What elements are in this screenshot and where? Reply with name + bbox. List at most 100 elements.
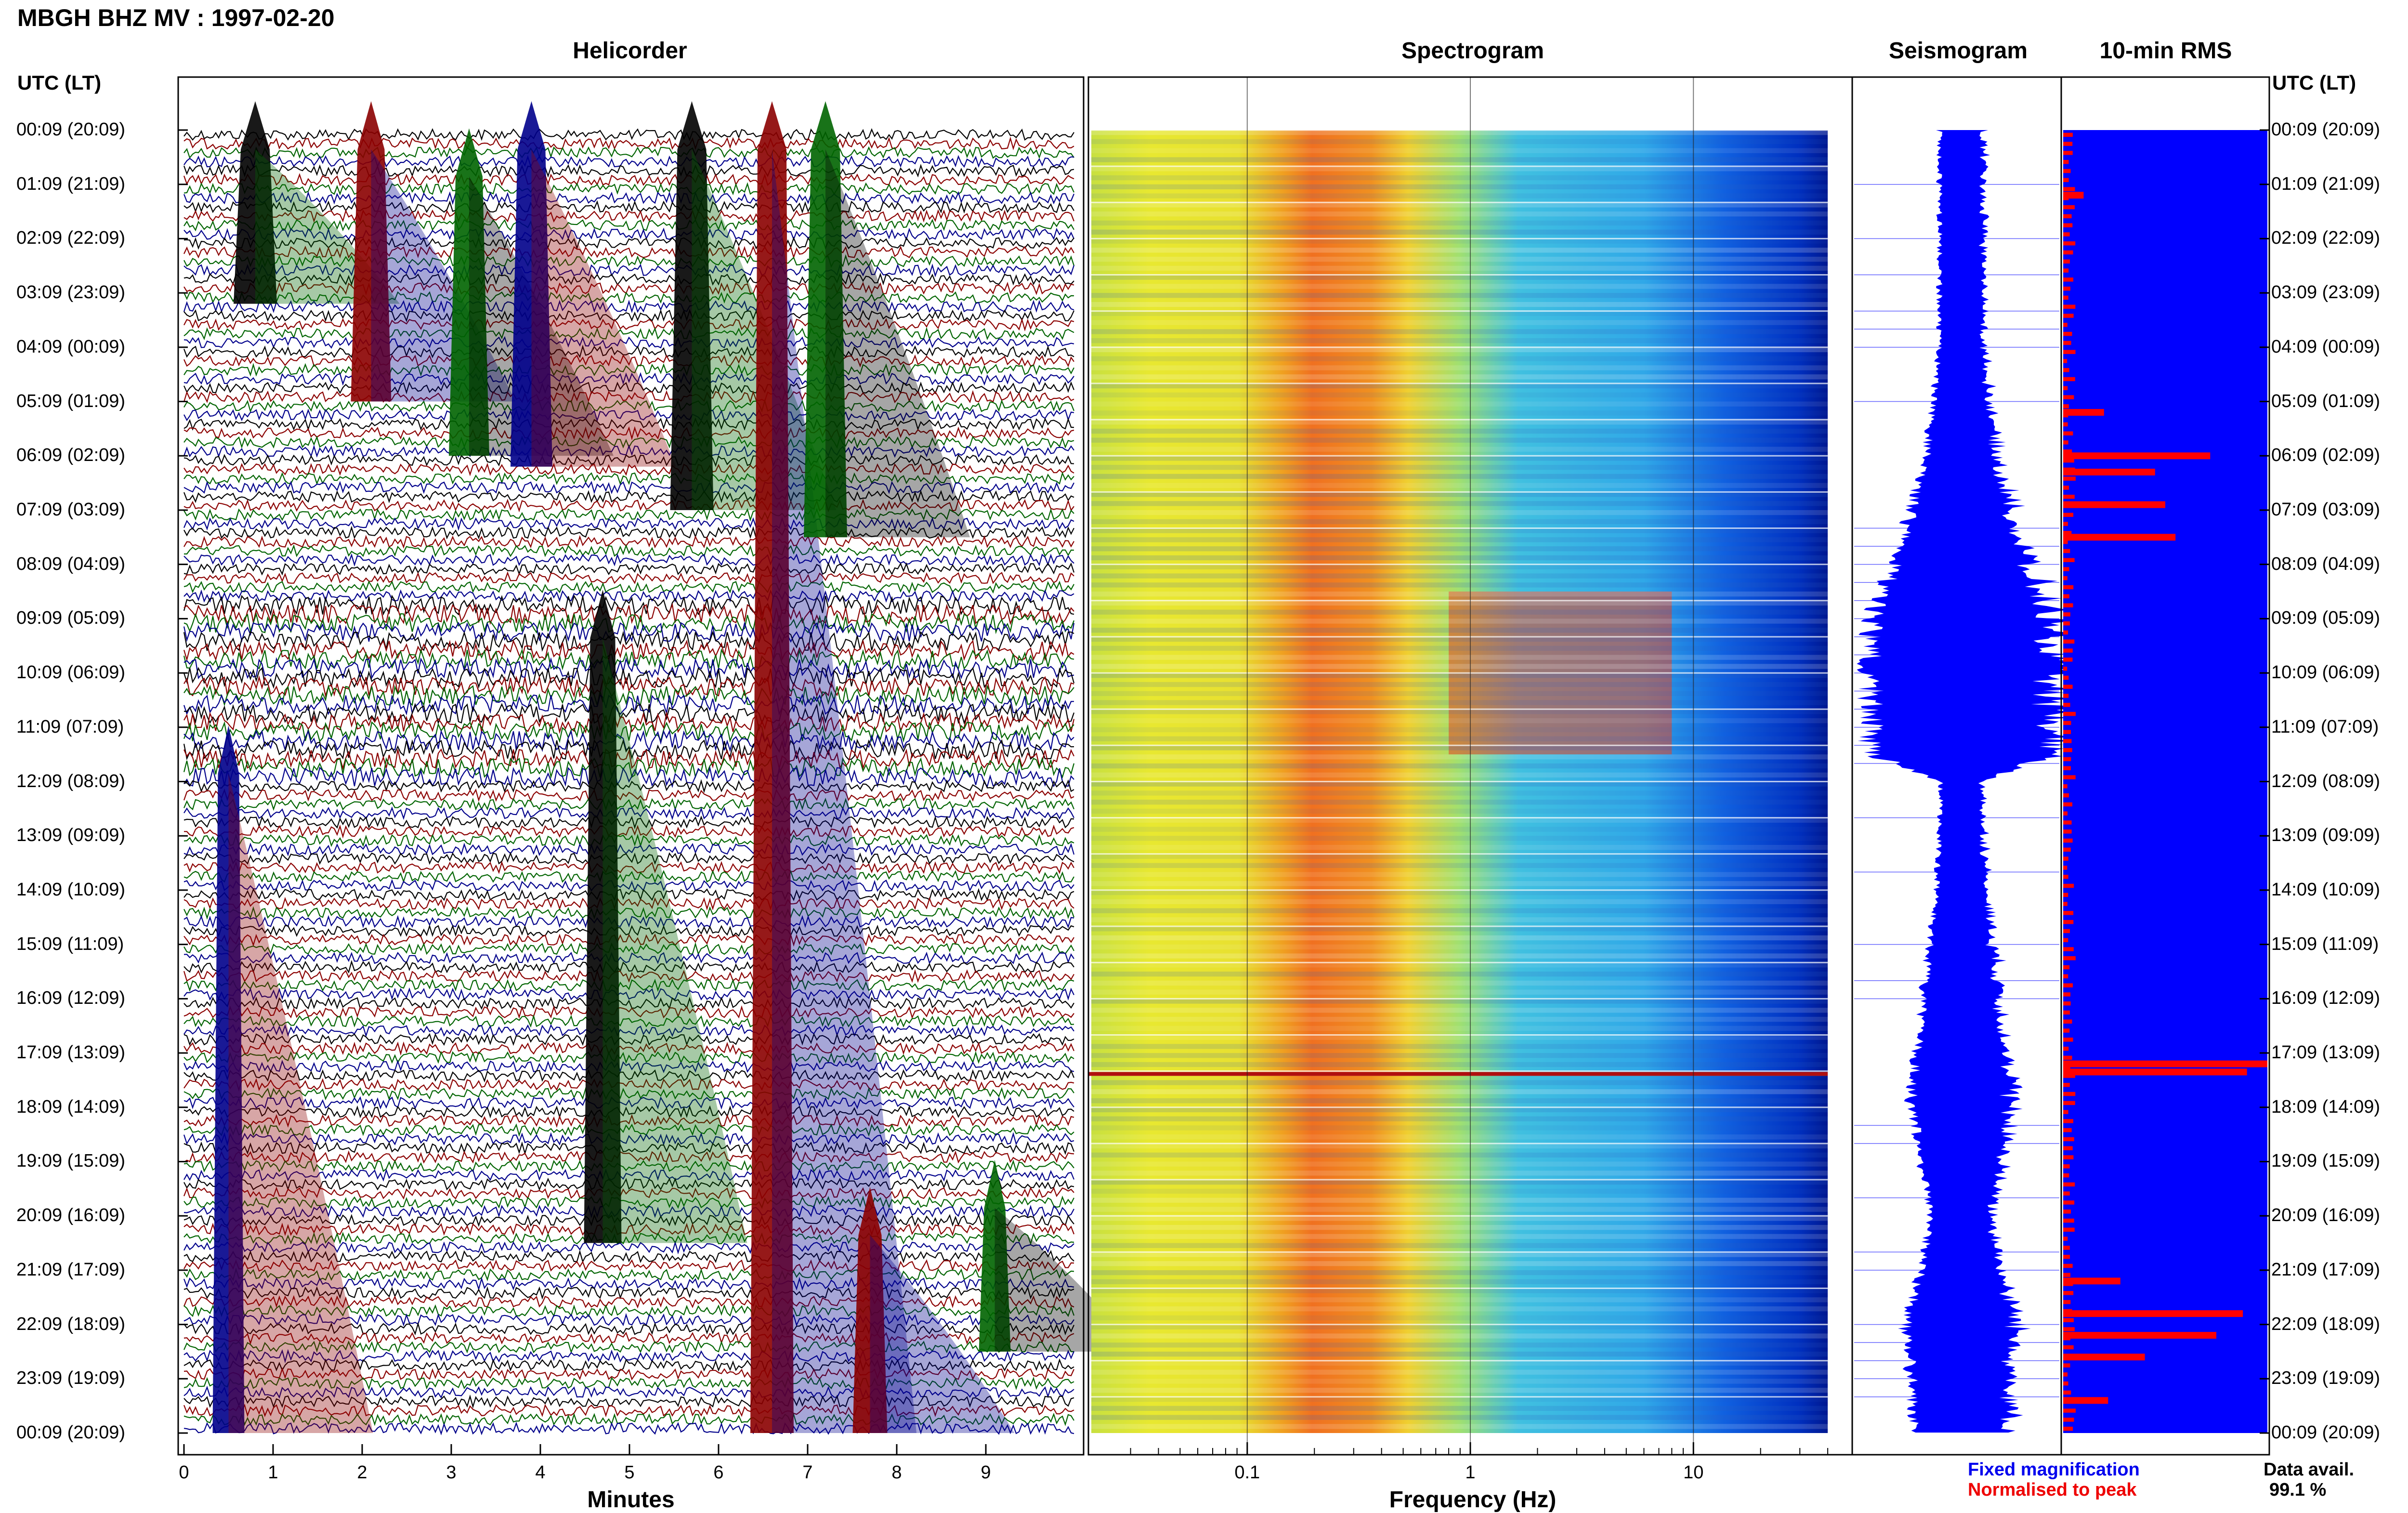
time-label-left: 10:09 (06:09) (16, 662, 126, 683)
helicorder-trace (183, 1032, 1074, 1046)
helicorder-trace (183, 969, 1074, 984)
rms-normalised-bar (2063, 1083, 2070, 1087)
spectrogram-row (1091, 492, 1828, 497)
spectrogram-row (1091, 483, 1828, 488)
rms-normalised-bar (2063, 331, 2072, 336)
helicorder-trace (183, 300, 1074, 314)
helicorder-trace (183, 309, 1074, 322)
spectrogram-row (1091, 890, 1828, 895)
spectrogram-row (1091, 808, 1828, 814)
rms-normalised-bar (2063, 603, 2073, 607)
time-label-right: 14:09 (10:09) (2271, 879, 2381, 900)
spectrogram-row (1091, 1306, 1828, 1312)
helicorder-x-tick-label: 4 (535, 1462, 546, 1483)
helicorder-trace (183, 816, 1074, 829)
rms-normalised-bar (2063, 295, 2068, 300)
rms-normalised-bar (2063, 304, 2076, 309)
helicorder-event (670, 101, 714, 510)
time-label-right: 08:09 (04:09) (2271, 553, 2381, 574)
rms-normalised-bar (2063, 1237, 2068, 1241)
helicorder-trace (183, 489, 1074, 503)
time-label-left: 21:09 (17:09) (16, 1259, 126, 1280)
rms-normalised-bar (2063, 422, 2068, 427)
spectrogram-row (1091, 800, 1828, 805)
helicorder-trace (183, 471, 1074, 486)
spectrogram-row (1091, 130, 1828, 135)
rms-normalised-bar (2063, 703, 2070, 707)
rms-normalised-bar (2063, 811, 2068, 816)
helicorder-trace (183, 1024, 1074, 1038)
helicorder-trace (183, 1377, 1074, 1390)
helicorder-trace (183, 1105, 1074, 1119)
rms-normalised-bar (2063, 386, 2068, 391)
time-label-left: 23:09 (19:09) (16, 1368, 126, 1389)
helicorder-trace (183, 426, 1074, 441)
helicorder-trace (183, 408, 1074, 422)
spectrogram-row (1091, 1415, 1828, 1420)
helicorder-x-tick-label: 2 (357, 1462, 367, 1483)
spectrogram-row (1091, 944, 1828, 949)
rms-normalised-bar (2063, 549, 2070, 553)
rms-normalised-bar (2063, 802, 2072, 807)
rms-normalised-bar (2063, 594, 2069, 599)
time-label-right: 22:09 (18:09) (2271, 1314, 2381, 1334)
spectrogram-row (1091, 1107, 1828, 1113)
rms-normalised-bar (2063, 938, 2068, 942)
helicorder-trace (183, 1385, 1074, 1399)
helicorder-trace (183, 631, 1074, 652)
helicorder-trace (183, 155, 1074, 169)
helicorder-trace (183, 987, 1074, 1001)
rms-normalised-peak (2063, 1332, 2216, 1339)
rms-normalised-bar (2063, 711, 2076, 716)
spectrogram-row (1091, 401, 1828, 407)
spectrogram-row (1091, 700, 1828, 705)
rms-normalised-bar (2063, 784, 2068, 789)
rms-normalised-bar (2063, 539, 2068, 544)
rms-normalised-bar (2063, 983, 2073, 987)
rms-fixed-bars (2063, 130, 2267, 1433)
rms-normalised-bar (2063, 558, 2075, 562)
helicorder-trace (183, 1240, 1074, 1255)
helicorder-trace (183, 1223, 1075, 1237)
panel-frame (2060, 76, 2270, 1456)
helicorder-trace (183, 766, 1074, 788)
helicorder-x-tick-label: 0 (179, 1462, 189, 1483)
rms-normalised-bar (2063, 639, 2075, 644)
helicorder-trace (183, 499, 1074, 513)
helicorder-trace (183, 1394, 1074, 1409)
spectrogram-row (1091, 745, 1828, 750)
spectrogram-x-tick-label: 10 (1683, 1462, 1704, 1483)
spectrogram-row (1091, 1035, 1828, 1040)
helicorder-trace (183, 327, 1074, 341)
spectrogram-row (1091, 546, 1828, 552)
rms-normalised-bar (2063, 585, 2074, 590)
spectrogram-row (1091, 1089, 1828, 1094)
rms-normalised-bar (2063, 1038, 2073, 1042)
helicorder-trace (183, 933, 1074, 947)
rms-normalised-bar (2063, 486, 2069, 490)
rms-normalised-bar (2063, 187, 2075, 191)
spectrogram-x-tick-label: 1 (1465, 1462, 1476, 1483)
rms-normalised-peak (2063, 501, 2165, 508)
rms-normalised-bar (2063, 1263, 2073, 1268)
rms-normalised-bar (2063, 1426, 2073, 1431)
helicorder-trace (183, 462, 1074, 476)
rms-normalised-bar (2063, 277, 2073, 282)
rms-normalised-bar (2063, 286, 2070, 291)
helicorder-trace (183, 1412, 1074, 1427)
rms-normalised-bar (2063, 820, 2072, 825)
rms-normalised-bar (2063, 1128, 2072, 1132)
spectrogram-row (1091, 1016, 1828, 1022)
helicorder-event (852, 1187, 888, 1433)
rms-title: 10-min RMS (2099, 38, 2232, 64)
spectrogram-row (1091, 374, 1828, 380)
helicorder-trace (183, 942, 1074, 956)
legend-normalised-to-peak: Normalised to peak (1968, 1480, 2137, 1500)
rms-normalised-bar (2063, 856, 2068, 861)
rms-normalised-bar (2063, 947, 2074, 951)
time-label-left: 03:09 (23:09) (16, 282, 126, 303)
spectrogram-row (1091, 790, 1828, 796)
time-label-right: 17:09 (13:09) (2271, 1042, 2381, 1063)
spectrogram-row (1091, 139, 1828, 145)
rms-normalised-bar (2063, 1119, 2073, 1123)
